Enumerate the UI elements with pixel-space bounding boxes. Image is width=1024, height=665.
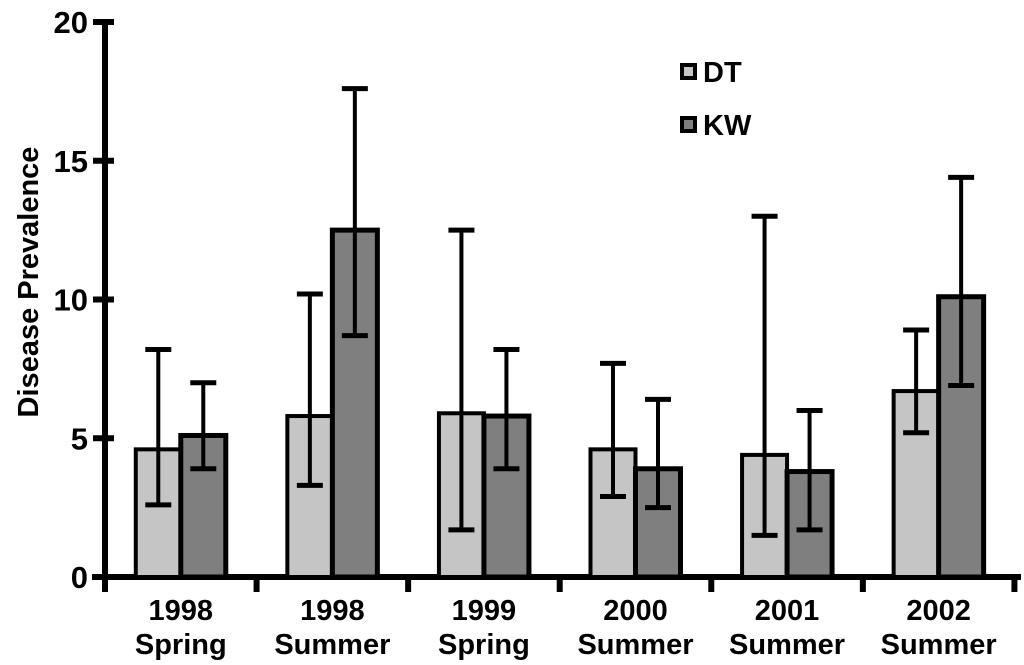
x-category-year-label: 1998 bbox=[149, 595, 214, 627]
x-category-season-label: Summer bbox=[577, 629, 693, 661]
legend-label-dt: DT bbox=[703, 57, 742, 89]
legend-item-kw: KW bbox=[680, 110, 752, 142]
x-category-year-label: 1999 bbox=[452, 595, 517, 627]
x-category-season-label: Spring bbox=[438, 629, 530, 661]
legend-swatch-kw-icon bbox=[680, 116, 697, 133]
y-tick-label: 20 bbox=[54, 5, 88, 40]
y-tick-label: 0 bbox=[71, 560, 88, 595]
bars bbox=[133, 86, 987, 580]
legend-item-dt: DT bbox=[680, 57, 742, 89]
x-category-year-label: 2000 bbox=[603, 595, 668, 627]
x-category-year-label: 2001 bbox=[755, 595, 820, 627]
x-category-season-label: Summer bbox=[881, 629, 997, 661]
x-category-season-label: Summer bbox=[274, 629, 390, 661]
legend-label-kw: KW bbox=[703, 110, 752, 142]
y-tick-label: 5 bbox=[71, 421, 88, 456]
x-category-season-label: Summer bbox=[729, 629, 845, 661]
category-labels: 1998Spring1998Summer1999Spring2000Summer… bbox=[135, 595, 997, 661]
x-category-year-label: 1998 bbox=[300, 595, 365, 627]
axes: 0 5 10 15 20 bbox=[54, 5, 1021, 595]
x-category-year-label: 2002 bbox=[906, 595, 971, 627]
y-axis-title: Disease Prevalence bbox=[13, 147, 45, 418]
legend-swatch-dt-icon bbox=[680, 63, 697, 80]
legend: DT KW bbox=[680, 57, 752, 142]
y-tick-label: 15 bbox=[54, 144, 88, 179]
y-tick-label: 10 bbox=[54, 283, 88, 318]
x-category-season-label: Spring bbox=[135, 629, 227, 661]
